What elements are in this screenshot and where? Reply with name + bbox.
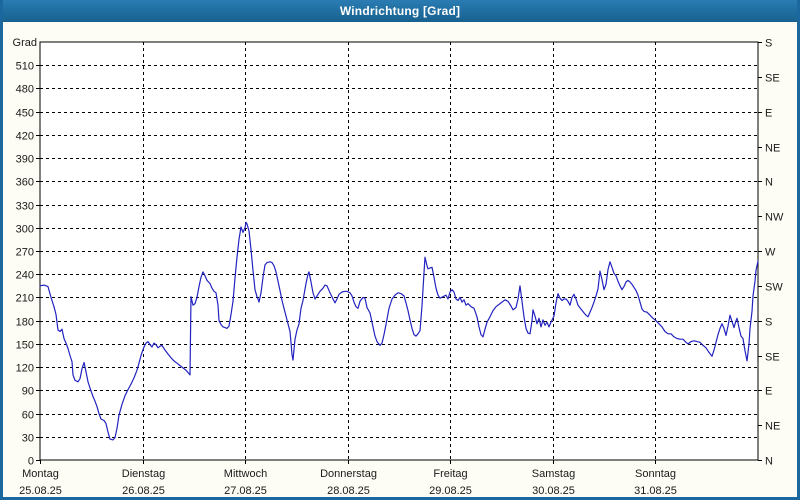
day-name-label: Dienstag [122,468,165,480]
day-date-label: 26.08.25 [122,485,165,497]
compass-tick-label: W [765,247,776,259]
day-name-label: Donnerstag [320,468,377,480]
y-tick-label: 390 [16,154,34,166]
compass-tick-label: NE [765,143,780,155]
day-name-label: Mittwoch [224,468,267,480]
window-title: Windrichtung [Grad] [339,4,461,18]
compass-tick-label: S [765,317,772,329]
y-tick-label: 510 [16,61,34,73]
compass-tick-label: SE [765,352,780,364]
y-tick-label: 300 [16,224,34,236]
vertical-gridlines [143,42,656,460]
day-date-label: 30.08.25 [532,485,575,497]
y-tick-label: 270 [16,247,34,259]
window-title-bar: Windrichtung [Grad] [3,0,797,22]
y-tick-label: 480 [16,84,34,96]
y-tick-label: 30 [22,433,34,445]
y-tick-label: 330 [16,201,34,213]
compass-tick-label: SW [765,282,783,294]
y-tick-label: 180 [16,317,34,329]
day-date-label: 28.08.25 [327,485,370,497]
compass-tick-label: S [765,38,772,50]
compass-tick-label: NW [765,212,784,224]
y-tick-label: 0 [28,456,34,468]
bottom-axis-ticks [40,460,656,464]
day-date-label: 29.08.25 [429,485,472,497]
compass-tick-label: N [765,456,773,468]
day-date-label: 31.08.25 [634,485,677,497]
y-tick-label: 90 [22,386,34,398]
y-tick-label: 150 [16,340,34,352]
y-tick-label: 210 [16,293,34,305]
y-tick-label: 450 [16,108,34,120]
compass-tick-label: NE [765,421,780,433]
y-tick-label: 240 [16,270,34,282]
y-tick-label: 60 [22,410,34,422]
day-name-label: Freitag [433,468,467,480]
compass-tick-label: E [765,386,772,398]
right-axis-labels: S SE E NE N NW W SW S SE E NE N [765,38,784,468]
y-tick-label: 420 [16,131,34,143]
day-date-label: 25.08.25 [19,485,62,497]
right-axis-ticks [758,42,762,461]
y-axis-caption: Grad [13,37,37,49]
day-name-label: Sonntag [635,468,676,480]
day-name-label: Samstag [532,468,575,480]
compass-tick-label: SE [765,73,780,85]
day-name-label: Montag [22,468,59,480]
day-date-label: 27.08.25 [224,485,267,497]
left-axis-labels: 0 30 60 90 120 150 180 210 240 270 300 330 360 390 420… [13,37,37,468]
y-tick-label: 120 [16,363,34,375]
compass-tick-label: E [765,108,772,120]
compass-tick-label: N [765,177,773,189]
left-axis-ticks [36,65,40,461]
wind-direction-line [39,221,759,441]
x-axis-labels: Montag 25.08.25 Dienstag 26.08.25 Mittwoch 27… [19,468,677,497]
plot-area [39,41,759,461]
y-tick-label: 360 [16,177,34,189]
